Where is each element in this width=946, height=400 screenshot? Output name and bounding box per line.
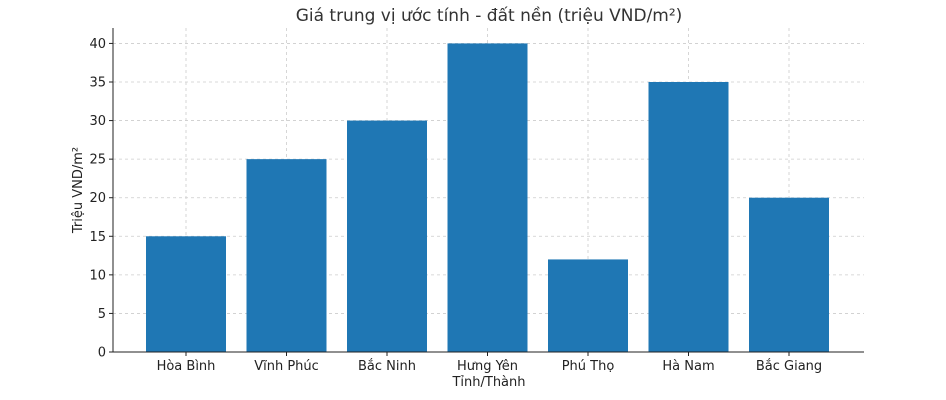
y-tick-label: 20 [89, 191, 106, 206]
chart-title: Giá trung vị ước tính - đất nền (triệu V… [296, 5, 683, 26]
y-tick-label: 35 [89, 76, 106, 91]
x-tick-label: Vĩnh Phúc [254, 359, 319, 374]
y-tick-label: 10 [89, 268, 106, 283]
y-tick-label: 40 [89, 37, 106, 52]
y-axis-label: Triệu VND/m² [71, 147, 86, 234]
x-tick-label: Bắc Giang [756, 359, 822, 374]
bar-1 [146, 236, 226, 352]
bar-4 [447, 43, 528, 353]
bar-7 [749, 197, 829, 352]
x-tick-label: Hòa Bình [157, 359, 216, 374]
bars-layer [146, 43, 829, 353]
y-tick-label: 30 [89, 114, 106, 129]
bar-6 [648, 82, 729, 352]
y-tick-label: 5 [98, 307, 106, 322]
bar-2 [246, 159, 327, 352]
x-tick-label: Bắc Ninh [358, 359, 416, 374]
bar-5 [548, 259, 628, 352]
y-tick-label: 25 [89, 153, 106, 168]
y-tick-label: 0 [98, 346, 106, 361]
x-tick-label: Hưng Yên [457, 359, 518, 374]
x-ticks: Hòa Bình Vĩnh Phúc Bắc Ninh Hưng Yên Phú Thọ… [157, 352, 822, 374]
x-tick-label: Phú Thọ [562, 359, 615, 374]
x-axis-label: Tỉnh/Thành [451, 375, 525, 390]
y-ticks: 0 5 10 15 20 25 30 35 40 [89, 37, 113, 361]
x-tick-label: Hà Nam [662, 359, 714, 374]
bar-3 [347, 120, 427, 352]
y-tick-label: 15 [89, 230, 106, 245]
